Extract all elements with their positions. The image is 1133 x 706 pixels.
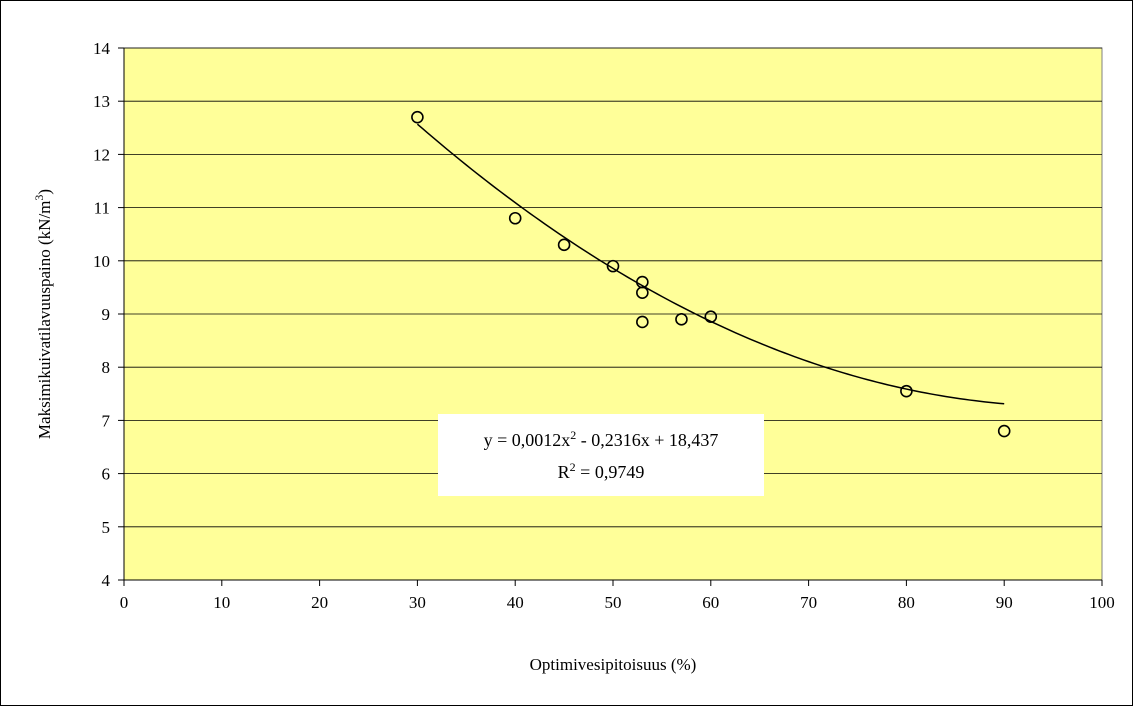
data-point-3 (557, 238, 571, 252)
x-tick-label-70: 70 (800, 593, 817, 612)
data-point-10 (900, 384, 913, 398)
x-tick-label-100: 100 (1089, 593, 1115, 612)
y-tick-label-10: 10 (93, 252, 110, 271)
y-tick-label-6: 6 (102, 465, 111, 484)
x-tick-label-60: 60 (702, 593, 719, 612)
y-axis-title-end: ) (35, 189, 54, 195)
axis-ticks: 4 5 6 7 8 9 10 11 12 13 14 0 10 20 30 40 50 60 70 80 90 100 (93, 39, 1115, 612)
r2-part-2: = 0,9749 (576, 462, 645, 482)
x-tick-label-80: 80 (898, 593, 915, 612)
x-tick-label-40: 40 (507, 593, 524, 612)
trendline-equation: y = 0,0012x2 - 0,2316x + 18,437 (484, 428, 719, 450)
x-tick-label-0: 0 (120, 593, 129, 612)
equation-box-background (438, 414, 764, 496)
equation-part-1: y = 0,0012x (484, 430, 571, 450)
y-tick-label-13: 13 (93, 92, 110, 111)
y-tick-label-9: 9 (102, 305, 111, 324)
y-tick-label-8: 8 (102, 358, 111, 377)
x-tick-label-30: 30 (409, 593, 426, 612)
data-point-9 (704, 310, 718, 323)
r2-superscript: 2 (570, 460, 576, 474)
equation-box: y = 0,0012x2 - 0,2316x + 18,437 R2 = 0,9… (438, 414, 764, 496)
data-points (411, 110, 1011, 438)
y-tick-label-12: 12 (93, 145, 110, 164)
data-point-6 (636, 286, 649, 300)
y-axis-title: Maksimikuivatilavuuspaino (kN/m3) (32, 189, 54, 439)
x-tick-label-20: 20 (311, 593, 328, 612)
y-tick-label-5: 5 (102, 518, 111, 537)
x-tick-label-50: 50 (605, 593, 622, 612)
y-tick-label-7: 7 (102, 411, 111, 430)
r-squared-label: R2 = 0,9749 (558, 460, 645, 482)
y-tick-label-11: 11 (94, 199, 110, 218)
equation-part-2: - 0,2316x + 18,437 (576, 430, 718, 450)
y-axis-title-base: Maksimikuivatilavuuspaino (kN/m (35, 201, 54, 439)
y-tick-label-4: 4 (102, 571, 111, 590)
data-point-11 (997, 424, 1011, 438)
x-axis-title: Optimivesipitoisuus (%) (530, 655, 697, 674)
data-point-2 (508, 211, 522, 225)
data-point-1 (411, 110, 424, 124)
r2-part-1: R (558, 462, 570, 482)
data-point-4 (606, 259, 620, 273)
y-axis-title-superscript: 3 (32, 195, 46, 201)
data-point-7 (636, 315, 649, 329)
x-tick-label-90: 90 (996, 593, 1013, 612)
equation-superscript: 2 (570, 428, 576, 442)
y-tick-label-14: 14 (93, 39, 111, 58)
x-tick-label-10: 10 (213, 593, 230, 612)
data-point-8 (675, 313, 688, 326)
